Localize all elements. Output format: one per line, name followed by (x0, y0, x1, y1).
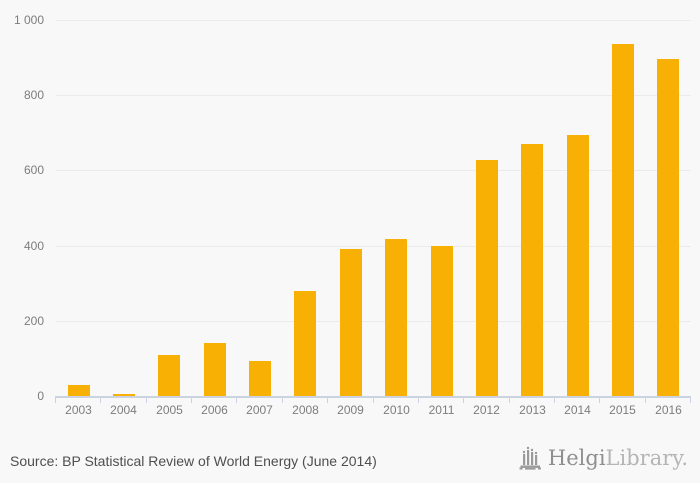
y-axis-tick-label: 400 (23, 239, 44, 253)
bar-2015[interactable] (612, 44, 634, 396)
bar-2005[interactable] (158, 355, 180, 396)
y-axis-tick-label: 1 000 (13, 13, 44, 27)
x-axis-tick (645, 396, 646, 403)
x-axis-tick (282, 396, 283, 403)
x-axis-tick (55, 396, 56, 403)
gridline (56, 170, 691, 171)
y-axis-tick-label: 200 (23, 314, 44, 328)
x-axis-tick (554, 396, 555, 403)
x-axis-tick (373, 396, 374, 403)
helgi-library-logo[interactable]: HelgiLibrary. (519, 443, 688, 473)
x-axis-tick-label: 2011 (428, 403, 455, 417)
helgi-towers-icon (519, 444, 543, 472)
x-axis-tick-label: 2009 (337, 403, 364, 417)
x-axis-tick (236, 396, 237, 403)
logo-brand-secondary: Library. (605, 446, 688, 470)
x-axis-tick-label: 2003 (65, 403, 92, 417)
bar-2016[interactable] (657, 59, 679, 396)
x-axis-tick (191, 396, 192, 403)
bar-2004[interactable] (113, 394, 135, 396)
x-axis-tick (418, 396, 419, 403)
bar-2006[interactable] (204, 343, 226, 396)
source-text: Source: BP Statistical Review of World E… (10, 453, 377, 469)
logo-brand-primary: Helgi (547, 446, 606, 470)
x-axis-tick-label: 2006 (201, 403, 228, 417)
y-axis-tick-label: 600 (23, 163, 44, 177)
gridline (56, 321, 691, 322)
bar-2008[interactable] (294, 291, 316, 396)
bar-2007[interactable] (249, 361, 271, 396)
bar-2009[interactable] (340, 249, 362, 396)
x-axis-tick-label: 2012 (473, 403, 500, 417)
x-axis-tick (509, 396, 510, 403)
y-axis-tick-label: 0 (37, 389, 44, 403)
x-axis-tick-label: 2008 (292, 403, 319, 417)
logo-wordmark: HelgiLibrary. (548, 443, 688, 473)
x-axis-tick-label: 2007 (246, 403, 273, 417)
bar-2012[interactable] (476, 160, 498, 396)
gridline (56, 95, 691, 96)
bar-2010[interactable] (385, 239, 407, 396)
y-axis-tick-label: 800 (23, 88, 44, 102)
x-axis-tick (690, 396, 691, 403)
x-axis-tick-label: 2005 (156, 403, 183, 417)
bar-2013[interactable] (521, 144, 543, 396)
x-axis-tick (100, 396, 101, 403)
bar-2014[interactable] (567, 135, 589, 396)
x-axis-tick-label: 2014 (564, 403, 591, 417)
x-axis-tick-label: 2016 (655, 403, 682, 417)
x-axis-tick-label: 2013 (519, 403, 546, 417)
x-axis-tick (463, 396, 464, 403)
x-axis-tick-label: 2010 (383, 403, 410, 417)
x-axis-tick (146, 396, 147, 403)
bar-2011[interactable] (431, 246, 453, 396)
bar-2003[interactable] (68, 385, 90, 396)
gridline (56, 246, 691, 247)
x-axis-tick-label: 2004 (110, 403, 137, 417)
gridline (56, 20, 691, 21)
x-axis-tick-label: 2015 (609, 403, 636, 417)
x-axis-tick (599, 396, 600, 403)
x-axis-tick (327, 396, 328, 403)
